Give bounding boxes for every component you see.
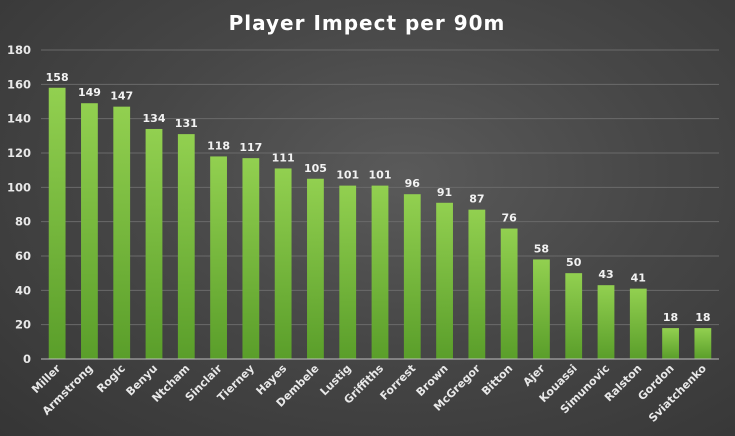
data-label: 117 <box>239 141 262 154</box>
data-labels: 158 149 147 134 131 118 117 111 105 101 101 96 91 87 7… <box>46 71 711 324</box>
bar <box>145 128 163 359</box>
bar <box>662 328 679 359</box>
y-tick-label: 120 <box>7 146 31 160</box>
bar <box>403 194 421 359</box>
y-tick-label: 160 <box>7 77 31 91</box>
y-tick-label: 100 <box>7 180 31 194</box>
data-label: 101 <box>336 169 359 182</box>
data-label: 149 <box>78 86 101 99</box>
bar <box>565 273 583 359</box>
data-label: 18 <box>663 311 678 324</box>
y-tick-label: 140 <box>7 112 31 126</box>
y-tick-label: 180 <box>7 43 31 57</box>
bar <box>597 285 615 359</box>
data-label: 101 <box>369 169 392 182</box>
x-tick-label: Forrest <box>378 362 419 403</box>
chart-title: Player Impect per 90m <box>229 11 506 35</box>
data-label: 131 <box>175 117 198 130</box>
data-label: 147 <box>110 90 133 103</box>
data-label: 105 <box>304 162 327 175</box>
x-tick-label: Sviatchenko <box>646 362 709 425</box>
data-label: 58 <box>534 242 549 255</box>
bar <box>436 202 453 359</box>
data-label: 158 <box>46 71 69 84</box>
x-tick-label: Bitton <box>479 362 515 398</box>
bar <box>371 185 389 359</box>
data-label: 41 <box>631 272 646 285</box>
bar <box>177 134 195 359</box>
bar <box>533 259 550 359</box>
bar <box>81 103 98 359</box>
data-label: 118 <box>207 139 230 152</box>
bar <box>242 158 260 359</box>
y-tick-label: 80 <box>15 215 31 229</box>
data-label: 91 <box>437 186 452 199</box>
bars <box>48 87 712 360</box>
bar <box>307 178 324 359</box>
data-label: 43 <box>598 268 613 281</box>
y-tick-label: 0 <box>23 352 31 366</box>
x-tick-label: Rogic <box>94 362 127 395</box>
x-tick-label: Ajer <box>521 362 548 389</box>
bar <box>500 228 518 359</box>
bar <box>468 209 486 359</box>
bar <box>274 168 292 359</box>
bar <box>629 288 647 359</box>
data-label: 111 <box>272 151 295 164</box>
data-label: 87 <box>469 193 484 206</box>
data-label: 134 <box>143 112 166 125</box>
data-label: 76 <box>501 212 517 225</box>
data-label: 18 <box>695 311 710 324</box>
y-tick-label: 40 <box>15 283 31 297</box>
data-label: 50 <box>566 256 582 269</box>
y-tick-label: 20 <box>15 318 31 332</box>
bar <box>113 106 131 360</box>
data-label: 96 <box>405 177 421 190</box>
bar <box>694 328 712 359</box>
y-axis-ticks: 0 20 40 60 80 100 120 140 160 180 <box>7 43 31 366</box>
bar <box>48 87 66 360</box>
bar <box>210 156 227 359</box>
y-tick-label: 60 <box>15 249 31 263</box>
x-axis-categories: MillerArmstrongRogicBenyuNtchamSinclairT… <box>29 362 709 425</box>
bar <box>339 185 357 359</box>
